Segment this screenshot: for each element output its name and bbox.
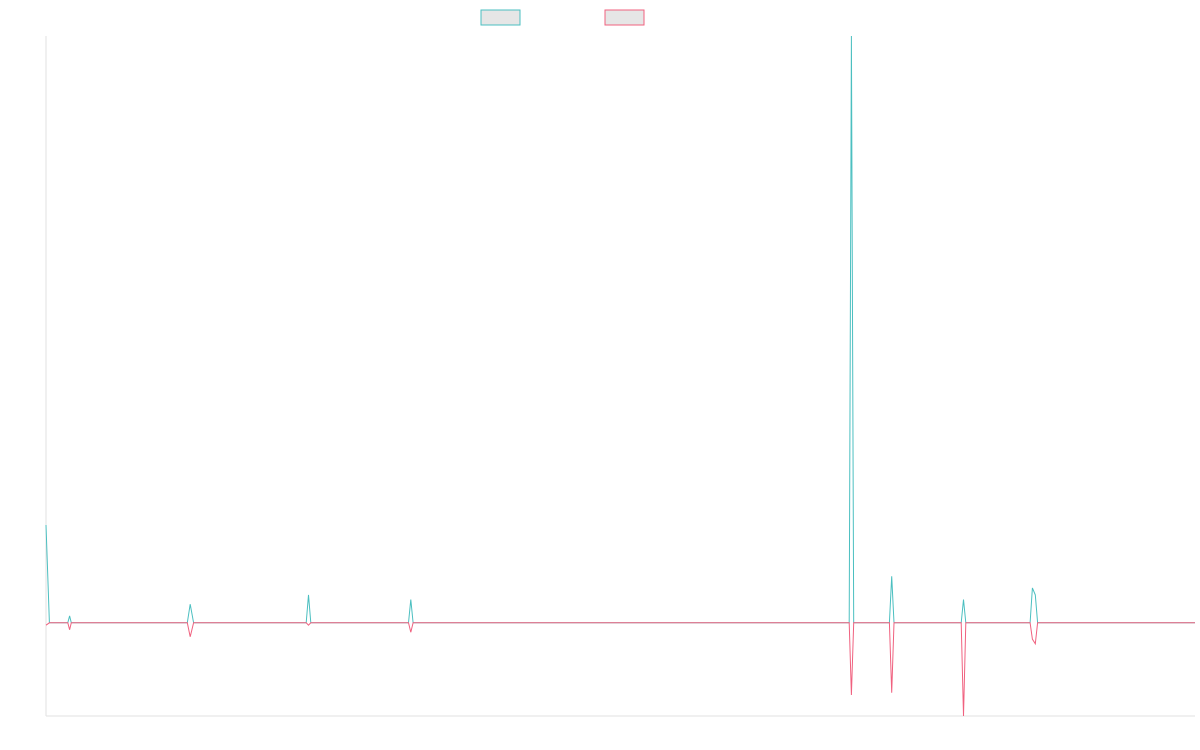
series-line-2: [45, 622, 1195, 717]
series-line-1: [45, 35, 1195, 624]
series-layer: [45, 35, 1195, 717]
legend-swatch-1[interactable]: [480, 9, 521, 26]
legend-swatch-2[interactable]: [604, 9, 645, 26]
legend[interactable]: [480, 9, 645, 26]
